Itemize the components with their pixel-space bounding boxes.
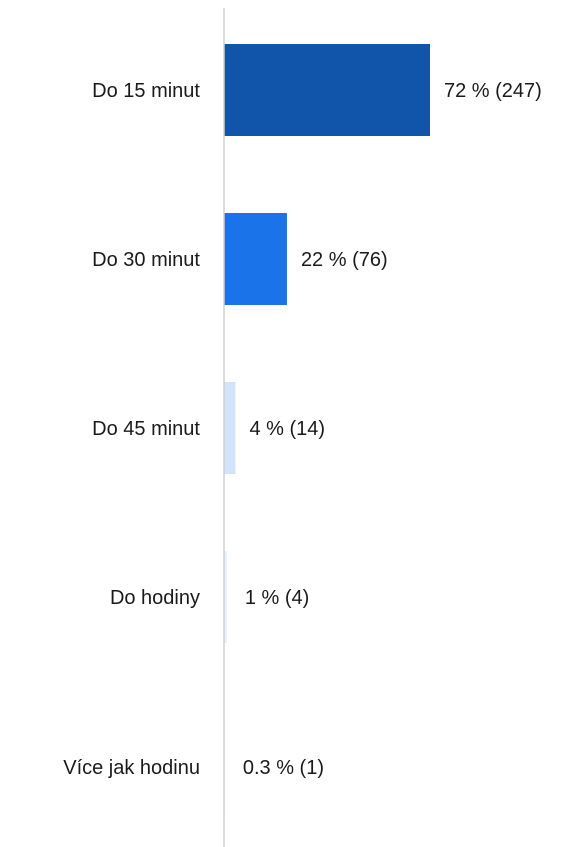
- category-label-1: Do 15 minut: [92, 80, 200, 102]
- labels-group: Do 15 minut 72 % (247) Do 30 minut 22 % (76…: [63, 80, 542, 779]
- data-label-5: 0.3 % (1): [243, 757, 324, 779]
- data-label-2: 22 % (76): [301, 249, 388, 271]
- category-label-4: Do hodiny: [110, 587, 200, 609]
- bar-2: [224, 213, 287, 305]
- category-label-5: Více jak hodinu: [63, 757, 200, 779]
- bars-group: [224, 44, 430, 813]
- data-label-4: 1 % (4): [245, 587, 309, 609]
- bar-1: [224, 44, 430, 136]
- bar-4: [224, 551, 227, 643]
- data-label-1: 72 % (247): [444, 80, 542, 102]
- category-label-3: Do 45 minut: [92, 418, 200, 440]
- bar-3: [224, 382, 236, 474]
- data-label-3: 4 % (14): [249, 418, 325, 440]
- category-label-2: Do 30 minut: [92, 249, 200, 271]
